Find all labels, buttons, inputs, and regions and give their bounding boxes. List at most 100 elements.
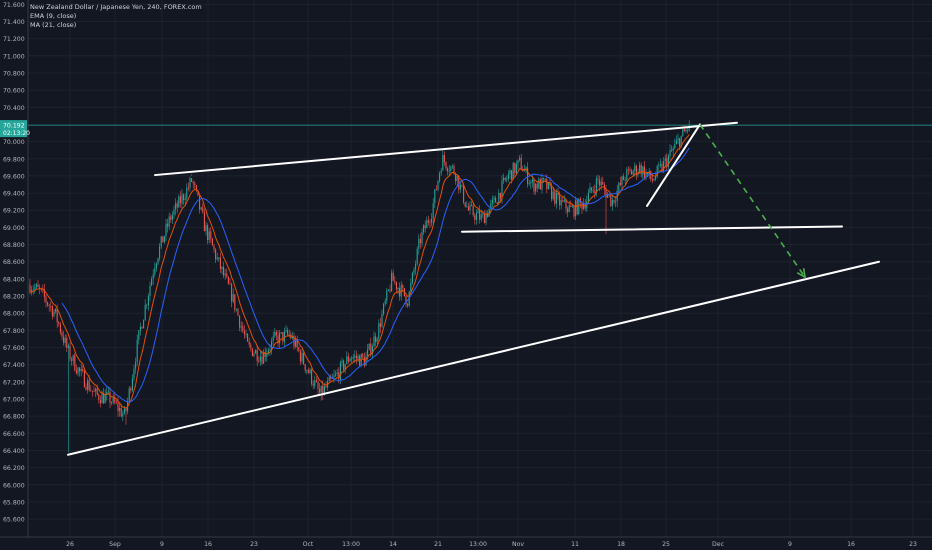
candle: [512, 161, 514, 180]
candle-body: [493, 197, 495, 200]
candle: [232, 288, 234, 304]
candle: [247, 332, 249, 342]
candle: [426, 216, 428, 229]
candle: [151, 276, 153, 287]
candle: [296, 335, 298, 352]
candle: [162, 236, 164, 243]
time-axis[interactable]: 26 Sep 9 16 23 Oct 13:00 14 21 13:00 Nov 11 18 25 Dec 9…: [0, 536, 932, 548]
price-tick-label: 66.200: [3, 465, 25, 472]
candle-body: [330, 377, 332, 379]
time-tick-label: 18: [617, 541, 625, 548]
candle-body: [683, 129, 685, 132]
price-tick-label: 70.000: [3, 139, 25, 146]
price-tick-label: 68.800: [3, 242, 25, 249]
candle: [440, 168, 442, 176]
candle-body: [531, 179, 533, 183]
lower-trendline: [67, 260, 880, 456]
candle-body: [463, 185, 465, 203]
candle-body: [410, 282, 412, 292]
candle-body: [487, 213, 489, 217]
candle-body: [43, 289, 45, 297]
candle-body: [579, 198, 581, 203]
candle-body: [114, 396, 116, 403]
price-axis[interactable]: 65.600 65.800 66.000 66.200 66.400 66.600 66.8…: [3, 0, 29, 537]
candle-body: [77, 367, 79, 374]
candle-body: [451, 165, 453, 167]
candle-body: [144, 304, 146, 320]
candle: [136, 334, 138, 367]
ma-legend[interactable]: MA (21, close): [30, 21, 77, 29]
candle: [415, 260, 417, 275]
candle-body: [35, 284, 37, 288]
time-tick-label: 16: [204, 541, 212, 548]
candle-body: [112, 396, 114, 403]
drawing-tools[interactable]: [67, 121, 880, 456]
candle: [183, 193, 185, 205]
candle-body: [431, 218, 433, 223]
candle-body: [39, 287, 41, 289]
candle-body: [501, 180, 503, 199]
candle-body: [455, 173, 457, 182]
candle-body: [485, 213, 487, 224]
candle: [627, 166, 629, 176]
candle-body: [511, 170, 513, 180]
candle-body: [88, 380, 90, 391]
candle-body: [479, 210, 481, 220]
time-tick-label: 13:00: [342, 541, 360, 548]
candle: [235, 308, 237, 312]
time-tick-label: 14: [389, 541, 397, 548]
candle-body: [99, 400, 101, 404]
candle: [579, 197, 581, 209]
candle: [602, 176, 604, 186]
candle-body: [562, 200, 564, 202]
candle-body: [173, 209, 175, 215]
candle-body: [623, 176, 625, 181]
candle-body: [219, 257, 221, 270]
candle: [117, 396, 119, 418]
candle-body: [631, 170, 633, 175]
ema-legend[interactable]: EMA (9, close): [30, 12, 77, 20]
last-price-badge: 70.192 02:13:20: [0, 120, 30, 138]
candle-body: [237, 309, 239, 316]
candle-body: [240, 326, 242, 328]
time-tick-label: Dec: [712, 541, 725, 548]
candle: [504, 177, 506, 182]
candle: [411, 271, 413, 285]
candle-body: [301, 352, 303, 362]
candle: [567, 206, 569, 218]
ema-line: [29, 134, 690, 409]
candle-body: [618, 182, 620, 191]
candle: [552, 187, 554, 201]
candle: [112, 393, 114, 405]
time-tick-label: 9: [788, 541, 792, 548]
candle: [120, 404, 122, 418]
candle-body: [101, 393, 103, 404]
projection-arrow-head: [796, 268, 807, 279]
candle-body: [171, 214, 173, 220]
price-tick-label: 66.600: [3, 431, 25, 438]
candle: [152, 269, 154, 285]
price-tick-label: 68.200: [3, 294, 25, 301]
candle-body: [307, 370, 309, 373]
candle-body: [680, 135, 682, 147]
candle: [90, 385, 92, 392]
candle: [314, 375, 316, 389]
candle-body: [392, 272, 394, 281]
candle-body: [547, 182, 549, 189]
candle-body: [336, 372, 338, 374]
candle-body: [155, 263, 157, 269]
candle-body: [440, 170, 442, 174]
symbol-legend[interactable]: New Zealand Dollar / Japanese Yen, 240, …: [30, 3, 202, 11]
candle-body: [175, 203, 177, 210]
candle: [285, 325, 287, 333]
candle: [431, 213, 433, 227]
candle: [309, 367, 311, 375]
candle-body: [79, 367, 81, 372]
candle: [282, 331, 284, 345]
candle-body: [120, 407, 122, 417]
candle-body: [75, 370, 77, 374]
candle-body: [163, 236, 165, 243]
candle-body: [263, 351, 265, 364]
candle: [671, 145, 673, 152]
